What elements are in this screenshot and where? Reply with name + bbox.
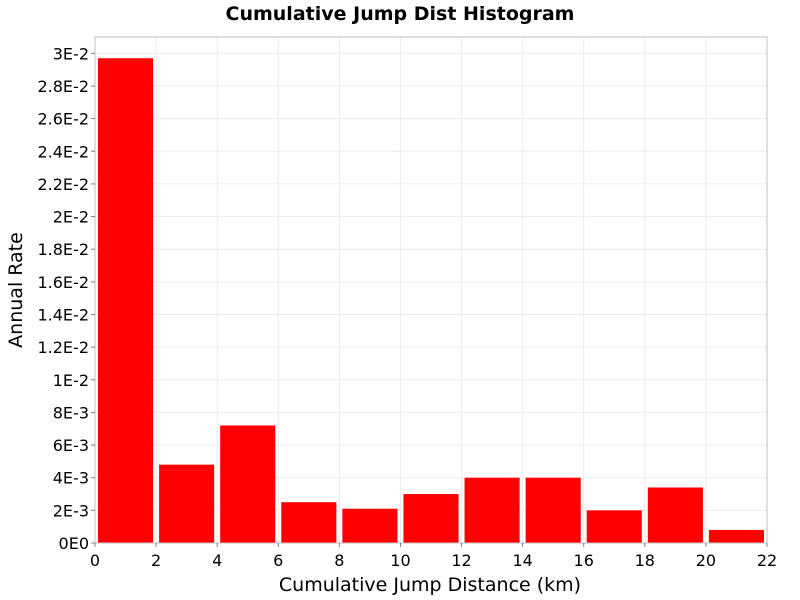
x-tick-label: 20 [696,551,716,570]
y-tick-label: 1.8E-2 [37,240,89,259]
y-tick-label: 1.6E-2 [37,273,89,292]
x-tick-label: 4 [212,551,222,570]
y-tick-label: 2.4E-2 [37,142,89,161]
x-tick-label: 8 [334,551,344,570]
histogram-bar [708,529,764,543]
bars [98,58,764,543]
y-axis-label: Annual Rate [5,232,27,348]
x-axis-label: Cumulative Jump Distance (km) [279,574,581,596]
y-tick-label: 3E-2 [53,44,89,63]
x-tick-label: 6 [273,551,283,570]
y-tick-label: 2E-2 [53,208,89,227]
y-tick-label: 1.4E-2 [37,305,89,324]
plot-area [95,37,767,543]
y-axis-ticks: 0E0 2E-3 4E-3 6E-3 8E-3 1E-2 1.2E-2 1.4E-2 1.6E-… [37,44,95,553]
histogram-bar [342,508,398,543]
x-tick-label: 18 [635,551,655,570]
y-tick-label: 1E-2 [53,371,89,390]
y-tick-label: 2E-3 [53,501,89,520]
histogram-bar [403,494,459,543]
y-tick-label: 6E-3 [53,436,89,455]
x-tick-label: 22 [757,551,777,570]
histogram-bar [98,58,154,543]
chart-title: Cumulative Jump Dist Histogram [226,3,575,25]
x-tick-label: 2 [151,551,161,570]
grid-lines [94,37,768,544]
x-tick-label: 10 [390,551,410,570]
y-tick-label: 0E0 [59,534,89,553]
x-axis-ticks: 0 2 4 6 8 10 12 14 16 18 20 22 [90,543,777,570]
histogram-bar [159,464,215,543]
x-tick-label: 12 [451,551,471,570]
histogram-bar [525,477,581,543]
histogram-bar [586,510,642,543]
x-tick-label: 16 [574,551,594,570]
x-tick-label: 14 [512,551,532,570]
y-tick-label: 2.8E-2 [37,77,89,96]
histogram-bar [281,502,337,543]
histogram-bar [647,487,703,543]
histogram-bar [220,425,276,543]
y-tick-label: 8E-3 [53,403,89,422]
y-tick-label: 2.6E-2 [37,110,89,129]
y-tick-label: 2.2E-2 [37,175,89,194]
y-tick-label: 1.2E-2 [37,338,89,357]
plot-border [94,36,768,544]
y-tick-label: 4E-3 [53,469,89,488]
x-tick-label: 0 [90,551,100,570]
histogram-bar [464,477,520,543]
